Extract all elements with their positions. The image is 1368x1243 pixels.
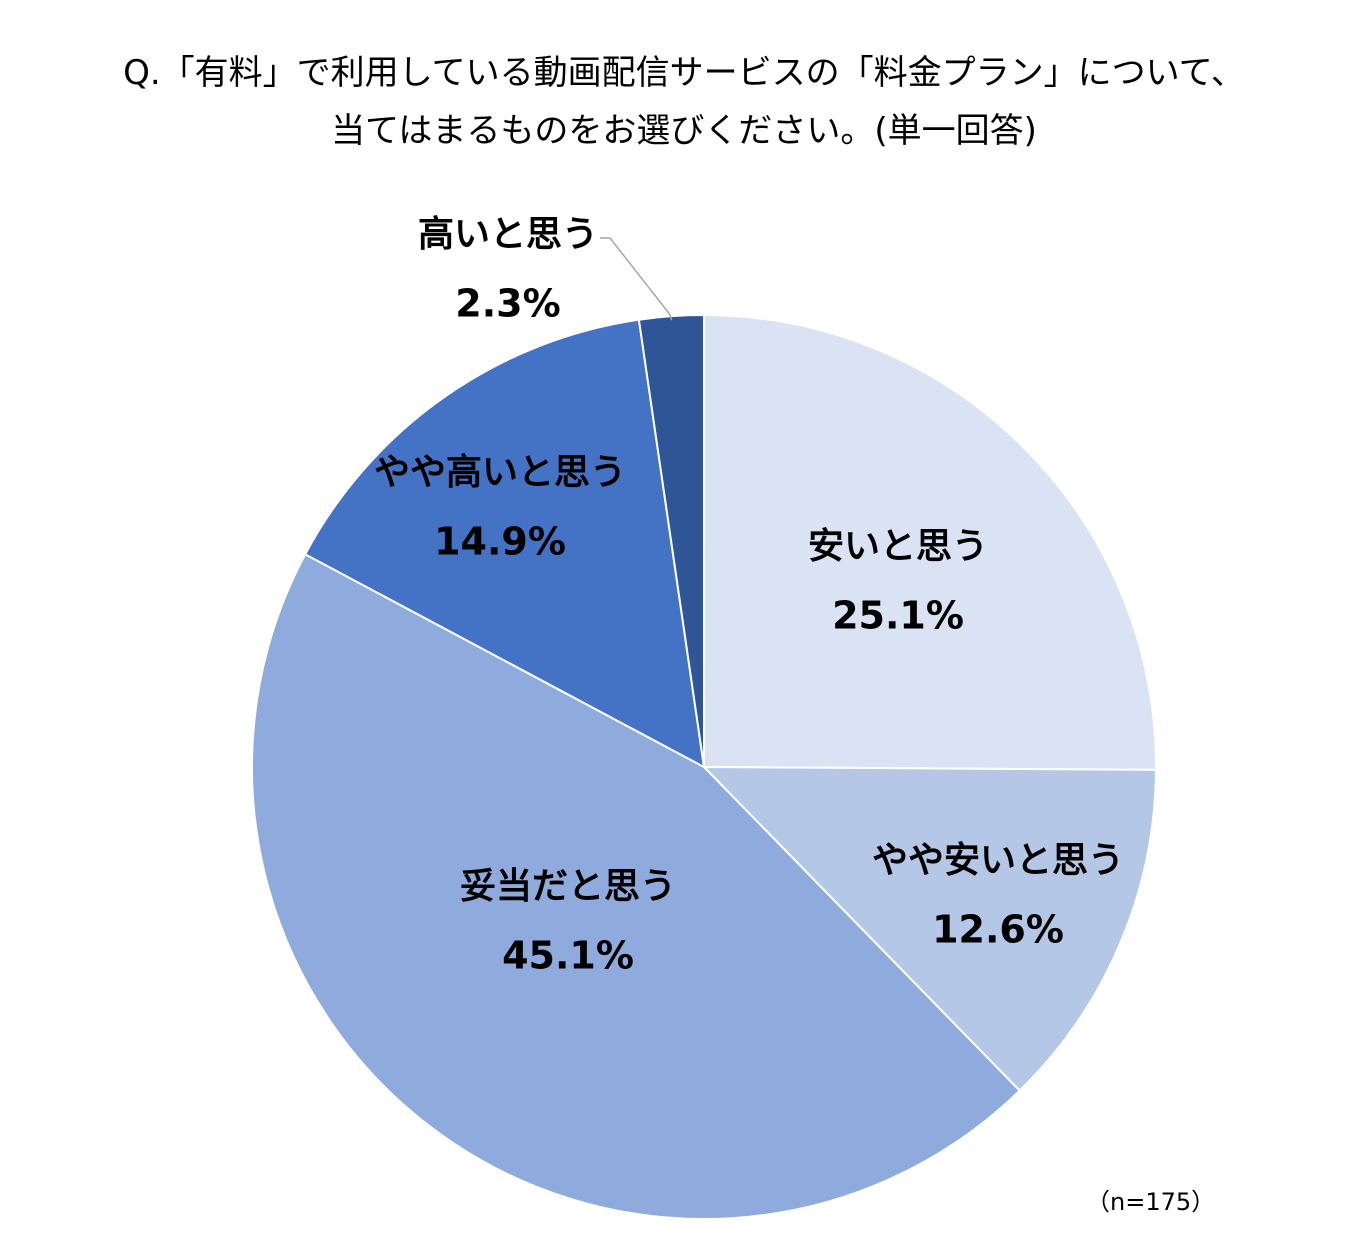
leader-line-5 xyxy=(600,237,673,321)
slice-value-5: 2.3% xyxy=(455,282,560,326)
sample-size-note: （n=175） xyxy=(1086,1188,1216,1216)
slice-value-2: 12.6% xyxy=(932,908,1064,952)
pie-slice-5 xyxy=(637,313,705,768)
pie-slice-1 xyxy=(703,313,1157,771)
slice-label-5: 高いと思う xyxy=(418,214,598,255)
slice-label-2: やや安いと思う xyxy=(872,840,1124,881)
slice-value-3: 45.1% xyxy=(502,934,634,978)
chart-title: Q.「有料」で利用している動画配信サービスの「料金プラン」について、 当てはまる… xyxy=(0,44,1368,160)
pie-slice-4 xyxy=(303,318,706,769)
pie-slice-3 xyxy=(251,552,1021,1220)
slice-value-1: 25.1% xyxy=(832,594,964,638)
slice-value-4: 14.9% xyxy=(434,520,566,564)
slice-label-1: 安いと思う xyxy=(808,526,988,567)
pie-slice-2 xyxy=(701,765,1157,1093)
slice-label-3: 妥当だと思う xyxy=(460,866,676,907)
slice-label-4: やや高いと思う xyxy=(374,452,626,493)
chart-title-line-2: 当てはまるものをお選びください。(単一回答) xyxy=(331,111,1037,151)
chart-title-line-1: Q.「有料」で利用している動画配信サービスの「料金プラン」について、 xyxy=(123,53,1245,93)
